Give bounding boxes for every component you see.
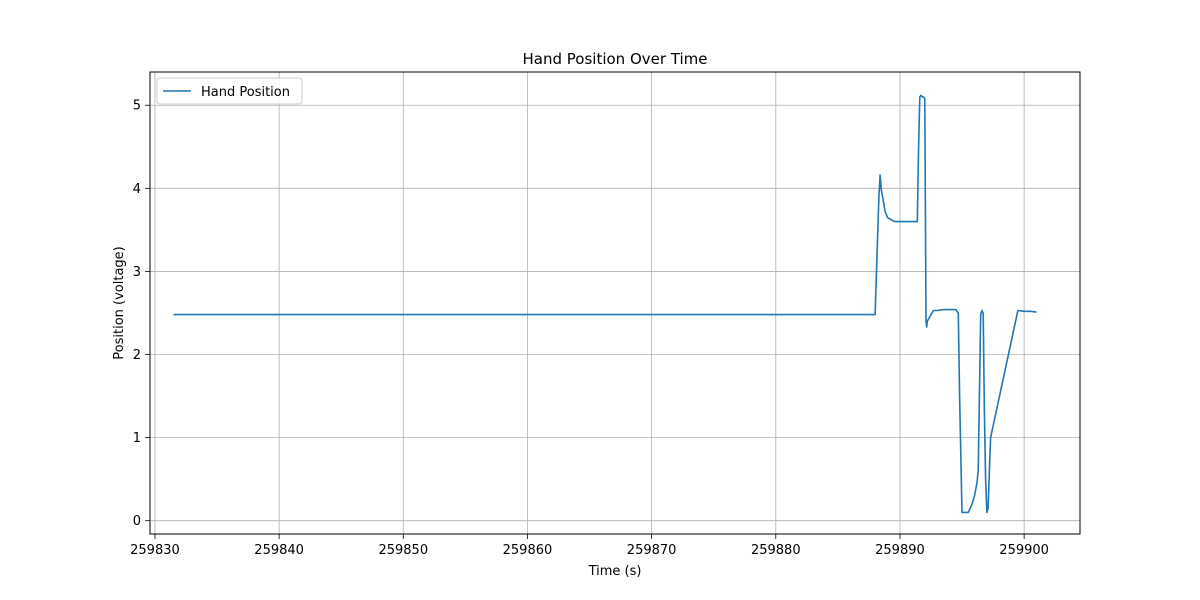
y-tick-label: 4 <box>133 182 141 197</box>
x-axis-label: Time (s) <box>588 564 642 579</box>
plot-background <box>150 72 1080 534</box>
y-tick-label: 5 <box>133 99 141 114</box>
legend: Hand Position <box>156 77 303 105</box>
x-tick-label: 259830 <box>130 543 180 558</box>
x-tick-label: 259890 <box>875 543 925 558</box>
x-tick-label: 259850 <box>378 543 428 558</box>
series-line-hand-position <box>173 94 1037 514</box>
x-axis-ticks: 259830 259840 259850 259860 259870 259880 2598… <box>130 534 1049 558</box>
y-tick-label: 3 <box>133 265 141 280</box>
x-tick-label: 259840 <box>254 543 304 558</box>
chart-title: Hand Position Over Time <box>523 50 708 68</box>
x-tick-label: 259870 <box>627 543 677 558</box>
legend-box <box>156 77 303 105</box>
series-layer <box>173 94 1037 514</box>
y-tick-label: 2 <box>133 348 141 363</box>
x-tick-label: 259860 <box>503 543 553 558</box>
y-tick-label: 0 <box>133 514 141 529</box>
legend-label: Hand Position <box>201 85 290 100</box>
y-tick-label: 1 <box>133 431 141 446</box>
x-tick-label: 259880 <box>751 543 801 558</box>
y-axis-label: Position (voltage) <box>112 246 127 359</box>
plot-frame <box>149 71 1081 535</box>
y-axis-ticks: 0 1 2 3 4 5 <box>133 99 150 529</box>
x-tick-label: 259900 <box>999 543 1049 558</box>
